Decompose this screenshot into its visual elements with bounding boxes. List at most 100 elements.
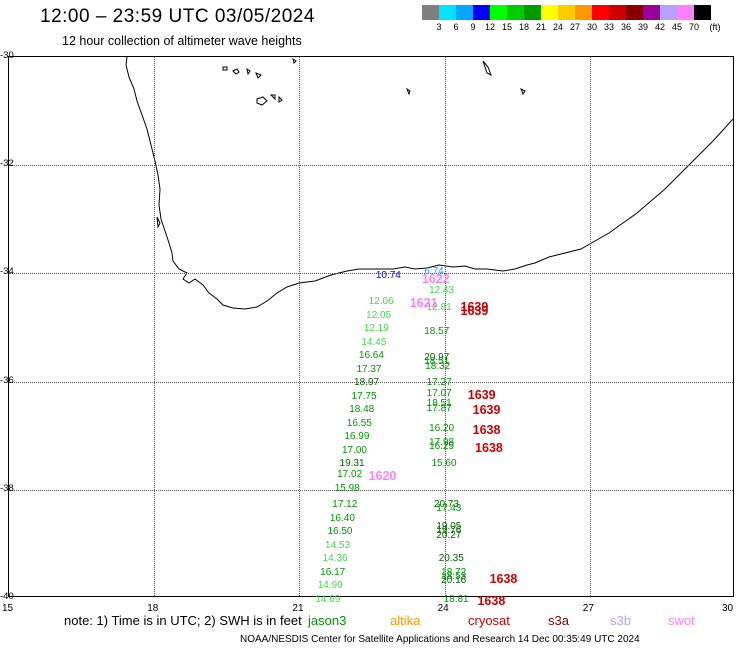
wave-height-label: 20.16 [441, 574, 467, 586]
wave-height-label: 1639 [460, 300, 489, 315]
color-swatch [490, 5, 507, 20]
coastal-islands [156, 57, 526, 229]
latitude-label: -30 [0, 50, 14, 61]
wave-height-label: 20.35 [438, 553, 464, 565]
wave-height-label: 1638 [489, 572, 518, 587]
longitude-label: 27 [582, 603, 594, 614]
latitude-label: -38 [0, 482, 14, 494]
longitude-gridline [589, 57, 591, 596]
wave-height-label: 18.81 [443, 593, 469, 605]
longitude-label: 24 [437, 603, 449, 614]
wave-height-label: 1622 [421, 271, 450, 286]
wave-height-label: 16.29 [429, 441, 455, 453]
latitude-label: -40 [0, 591, 14, 602]
wave-height-label: 19.76 [436, 524, 462, 536]
wave-height-label: 16.20 [429, 423, 455, 435]
color-swatch [524, 5, 541, 20]
wave-height-label: 14.36 [322, 553, 348, 565]
color-swatch [575, 5, 592, 20]
satellite-legend-s3b: s3b [610, 613, 631, 628]
color-legend-unit: (ft) [709, 22, 721, 32]
satellite-legend-swot: swot [668, 613, 695, 628]
wave-height-label: 17.12 [332, 499, 358, 511]
color-swatch [609, 5, 626, 20]
color-swatch [456, 5, 473, 20]
latitude-gridline [9, 273, 733, 275]
wave-height-label: 12.06 [368, 296, 394, 308]
color-legend-label: 9 [470, 22, 476, 32]
wave-height-label: 12.43 [429, 285, 455, 297]
credit-footer: NOAA/NESDIS Center for Satellite Applica… [240, 634, 640, 645]
wave-height-label: 16.50 [327, 526, 353, 538]
wave-height-label: 18.48 [349, 404, 375, 416]
wave-height-label: 17.00 [341, 444, 367, 456]
wave-height-label: 18.72 [441, 566, 467, 578]
latitude-gridline [9, 489, 733, 491]
latitude-gridline [9, 381, 733, 383]
satellite-legend-s3a: s3a [548, 613, 569, 628]
color-legend-label: 6 [453, 22, 459, 32]
satellite-legend-altika: altika [390, 613, 421, 628]
wave-height-label: 18.51 [426, 397, 452, 409]
satellite-legend-cryosat: cryosat [468, 613, 510, 628]
wave-height-label: 17.87 [426, 402, 452, 414]
wave-height-label: 15.60 [431, 458, 457, 470]
wave-height-label: 14.99 [317, 580, 343, 592]
longitude-gridline [299, 57, 301, 596]
color-legend-label: 24 [552, 22, 563, 32]
color-swatch [677, 5, 694, 20]
longitude-gridline [444, 57, 446, 596]
wave-height-label: 18.97 [354, 377, 380, 389]
satellite-legend-jason3: jason3 [308, 613, 347, 628]
color-legend-label: 42 [654, 22, 665, 32]
wave-height-label: 1638 [477, 593, 506, 608]
longitude-label: 30 [722, 603, 734, 614]
longitude-label: 18 [147, 603, 159, 614]
color-legend-label: 39 [637, 22, 648, 32]
color-swatch [422, 5, 439, 20]
color-legend-label: 30 [586, 22, 597, 32]
color-legend-label: 70 [688, 22, 699, 32]
longitude-label: 21 [292, 603, 304, 614]
wave-height-label: 20.27 [436, 529, 462, 541]
wave-height-label: 12.05 [366, 309, 392, 321]
color-legend-label: 3 [436, 22, 442, 32]
map-subtitle: 12 hour collection of altimeter wave hei… [62, 34, 302, 48]
coastline [125, 57, 733, 310]
wave-height-label: 16.99 [344, 431, 370, 443]
color-swatch [643, 5, 660, 20]
wave-height-label: 16.64 [358, 350, 384, 362]
wave-height-label: 1620 [368, 469, 397, 484]
wave-height-label: 1621 [409, 296, 438, 311]
wave-height-label: 18.57 [424, 325, 450, 337]
wave-height-label: 18.53 [441, 570, 467, 582]
wave-height-label: 20.97 [424, 351, 450, 363]
color-legend [422, 5, 711, 20]
wave-height-label: 14.53 [325, 539, 351, 551]
color-legend-label: 21 [535, 22, 546, 32]
color-legend-label: 36 [620, 22, 631, 32]
wave-height-label: 17.75 [351, 390, 377, 402]
wave-height-label: 18.51 [424, 355, 450, 367]
wave-height-label: 1639 [472, 402, 501, 417]
color-swatch [473, 5, 490, 20]
wave-height-label: 16.40 [329, 512, 355, 524]
color-swatch [507, 5, 524, 20]
wave-height-label: 12.19 [363, 323, 389, 335]
wave-height-label: 12.81 [426, 301, 452, 313]
color-swatch [694, 5, 711, 20]
wave-height-label: 16.17 [320, 566, 346, 578]
wave-height-label: 19.31 [339, 458, 365, 470]
wave-height-label: 14.69 [315, 593, 341, 605]
wave-height-label: 17.02 [337, 469, 363, 481]
wave-height-label: 1639 [460, 304, 489, 319]
color-legend-label: 45 [671, 22, 682, 32]
wave-height-label: 1638 [475, 441, 503, 456]
wave-height-label: 18.32 [425, 361, 451, 373]
wave-height-label: 15.98 [334, 482, 360, 494]
wave-height-label: 14.45 [361, 336, 387, 348]
longitude-label: 15 [2, 603, 14, 614]
wave-height-label: 17.43 [436, 503, 462, 515]
color-legend-label: 15 [501, 22, 512, 32]
wave-height-label: 17.37 [356, 363, 382, 375]
